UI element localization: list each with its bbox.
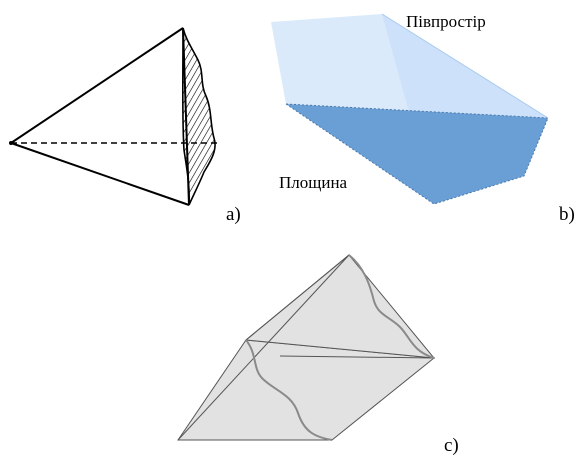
- edge-upper: [10, 27, 184, 144]
- figure-a-label: a): [226, 204, 241, 225]
- figure-c: c): [160, 245, 460, 457]
- prism-inner-edge: [177, 254, 350, 441]
- edge-section-left: [182, 27, 190, 206]
- figure-b: Півпростір Площина b): [262, 0, 587, 230]
- figure-a-drawing: a): [9, 27, 241, 225]
- figure-b-label: b): [559, 204, 575, 225]
- prism-bottom-face: [177, 339, 436, 441]
- edge-lower: [10, 142, 190, 206]
- halfspace-top-face: [271, 14, 548, 118]
- apex-point: [9, 141, 13, 145]
- halfspace-label: Півпростір: [406, 12, 486, 31]
- plane-label: Площина: [279, 173, 348, 192]
- prism-ridge: [245, 254, 350, 341]
- figure-a: a): [0, 0, 260, 230]
- break-line-right: [348, 254, 435, 359]
- prism-base-edge: [279, 355, 435, 359]
- halfspace-edge: [381, 13, 549, 119]
- plane-face: [286, 104, 548, 204]
- break-line-left: [245, 339, 333, 441]
- plane-border: [285, 103, 549, 205]
- figure-c-drawing: c): [177, 254, 459, 456]
- figure-b-drawing: Півпростір Площина b): [271, 12, 575, 225]
- figure-c-label: c): [444, 435, 459, 456]
- prism-top-face: [244, 254, 436, 359]
- hatched-section: [181, 27, 216, 206]
